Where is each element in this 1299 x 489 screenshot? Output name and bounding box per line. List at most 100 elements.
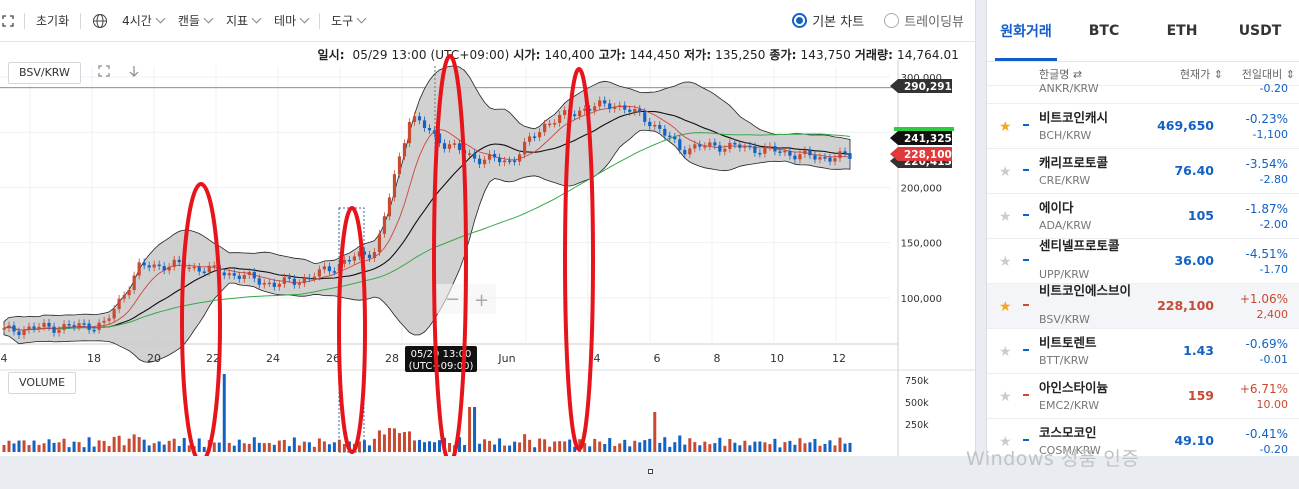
star-icon[interactable]: ★ bbox=[999, 434, 1012, 450]
volume-bar bbox=[843, 443, 847, 452]
volume-legend[interactable]: VOLUME bbox=[8, 372, 77, 394]
volume-bar bbox=[357, 441, 361, 452]
candle bbox=[843, 151, 847, 154]
star-icon[interactable]: ★ bbox=[999, 254, 1012, 270]
candle bbox=[603, 100, 607, 104]
volume-bar bbox=[748, 445, 752, 452]
candle bbox=[37, 326, 41, 329]
candle bbox=[482, 159, 487, 165]
price-badge-label: 228,100 bbox=[904, 149, 952, 161]
star-icon[interactable]: ★ bbox=[999, 344, 1012, 360]
basic-chart-radio[interactable]: 기본 차트 bbox=[792, 11, 864, 30]
fullscreen-button[interactable] bbox=[0, 0, 20, 42]
list-item[interactable]: ★ 코스모코인 COSM/KRW 49.10 -0.41% -0.20 bbox=[987, 419, 1299, 464]
candle bbox=[257, 278, 261, 285]
volume-bar bbox=[823, 443, 827, 452]
date-label: 일시: bbox=[317, 48, 345, 62]
star-icon[interactable]: ★ bbox=[999, 389, 1012, 405]
candle bbox=[357, 251, 362, 257]
list-item[interactable]: ★ 캐리프로토콜 CRE/KRW 76.40 -3.54% -2.80 bbox=[987, 149, 1299, 194]
candle bbox=[653, 124, 657, 127]
theme-dropdown[interactable]: 테마 bbox=[267, 0, 315, 42]
volume-bar bbox=[708, 444, 712, 452]
list-item[interactable]: ★ 비트토렌트 BTT/KRW 1.43 -0.69% -0.01 bbox=[987, 329, 1299, 374]
tab-usdt[interactable]: USDT bbox=[1238, 22, 1282, 39]
candle bbox=[758, 152, 762, 155]
candle bbox=[177, 259, 181, 263]
crosshair-timezone: (UTC+09:00) bbox=[409, 361, 474, 372]
candle bbox=[62, 324, 66, 330]
volume-bar bbox=[212, 442, 216, 452]
coin-symbol: ANKR/KRW bbox=[1039, 82, 1099, 95]
tools-dropdown[interactable]: 도구 bbox=[324, 0, 372, 42]
volume-bar bbox=[553, 441, 557, 452]
volume-bar bbox=[523, 434, 527, 452]
candle bbox=[467, 153, 472, 155]
tradingview-radio[interactable]: 트레이딩뷰 bbox=[884, 11, 964, 30]
coin-price: 159 bbox=[1187, 388, 1214, 403]
list-item[interactable]: ★ 아인스타이늄 EMC2/KRW 159 +6.71% 10.00 bbox=[987, 374, 1299, 419]
volume-bar bbox=[247, 443, 251, 452]
arrow-down-icon[interactable] bbox=[128, 65, 140, 77]
coin-symbol: EMC2/KRW bbox=[1039, 399, 1100, 412]
interval-dropdown[interactable]: 4시간 bbox=[115, 0, 171, 42]
coin-name: 센티넬프로토콜 bbox=[1039, 238, 1120, 253]
candle bbox=[618, 105, 622, 107]
list-item[interactable]: ★ 에이다 ADA/KRW 105 -1.87% -2.00 bbox=[987, 194, 1299, 239]
price-chart[interactable]: 300,000250,000200,000150,000100,000750k5… bbox=[0, 0, 976, 456]
candle bbox=[222, 272, 226, 276]
candle bbox=[553, 122, 557, 125]
indicator-dropdown[interactable]: 지표 bbox=[219, 0, 267, 42]
list-item[interactable]: ★ 비트코인에스브이 BSV/KRW 228,100 +1.06% 2,400 bbox=[987, 284, 1299, 329]
tradingview-label: 트레이딩뷰 bbox=[904, 15, 964, 30]
col-name[interactable]: 한글명 ⇄ bbox=[1039, 67, 1083, 81]
volume-bar bbox=[332, 442, 336, 452]
maximize-icon[interactable] bbox=[98, 65, 110, 77]
reset-button[interactable]: 초기화 bbox=[36, 14, 70, 28]
candle bbox=[497, 157, 502, 163]
volume-bar bbox=[588, 446, 592, 452]
candle bbox=[42, 322, 46, 327]
star-icon[interactable]: ★ bbox=[999, 299, 1012, 315]
list-item-partial[interactable]: ANKR/KRW -0.20 bbox=[987, 82, 1299, 104]
col-change[interactable]: 전일대비 ⇕ bbox=[1241, 67, 1295, 81]
x-tick-label: 20 bbox=[147, 352, 161, 365]
coin-symbol: BSV/KRW bbox=[1039, 313, 1090, 326]
star-icon[interactable]: ★ bbox=[999, 119, 1012, 135]
candle bbox=[778, 151, 782, 153]
volume-bar bbox=[122, 445, 126, 452]
volume-bar bbox=[773, 438, 777, 452]
tab-krw[interactable]: 원화거래 bbox=[987, 0, 1065, 61]
star-icon[interactable]: ★ bbox=[999, 209, 1012, 225]
candle bbox=[387, 197, 392, 217]
candle bbox=[282, 277, 286, 284]
globe-button[interactable] bbox=[85, 0, 115, 42]
volume-bar bbox=[848, 442, 852, 452]
list-item[interactable]: ★ 센티넬프로토콜 UPP/KRW 36.00 -4.51% -1.70 bbox=[987, 239, 1299, 284]
candle bbox=[688, 148, 692, 155]
candle bbox=[192, 266, 196, 269]
tab-eth[interactable]: ETH bbox=[1166, 22, 1198, 39]
volume-bar bbox=[392, 428, 396, 452]
list-item[interactable]: ★ 비트코인캐시 BCH/KRW 469,650 -0.23% -1,100 bbox=[987, 104, 1299, 149]
candle-dropdown[interactable]: 캔들 bbox=[171, 0, 219, 42]
candle bbox=[302, 277, 306, 284]
candle bbox=[272, 282, 276, 287]
coin-change-pct: +1.06% bbox=[1239, 292, 1288, 306]
candle bbox=[212, 265, 216, 267]
volume-bar bbox=[42, 443, 46, 452]
volume-bar bbox=[633, 440, 637, 452]
coin-change-pct: -0.23% bbox=[1245, 112, 1288, 126]
symbol-legend[interactable]: BSV/KRW bbox=[8, 62, 81, 84]
volume-bar bbox=[478, 443, 482, 452]
candle bbox=[17, 331, 21, 336]
volume-bar bbox=[162, 444, 166, 452]
volume-bar bbox=[387, 428, 391, 452]
candle bbox=[107, 318, 111, 321]
star-icon[interactable]: ★ bbox=[999, 164, 1012, 180]
tab-btc[interactable]: BTC bbox=[1088, 22, 1120, 39]
col-price[interactable]: 현재가 ⇕ bbox=[1179, 67, 1223, 81]
volume-bar bbox=[167, 440, 171, 452]
candle bbox=[417, 116, 422, 121]
resize-handle[interactable] bbox=[648, 469, 653, 474]
